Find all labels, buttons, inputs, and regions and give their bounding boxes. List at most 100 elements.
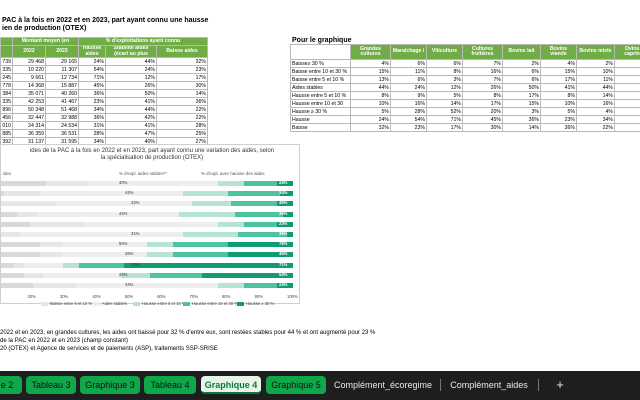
table-cell[interactable]: 8%	[462, 91, 503, 100]
table-cell[interactable]: 35 071	[12, 89, 46, 98]
table-cell[interactable]: 12%	[614, 91, 640, 100]
table-cell[interactable]: 10%	[614, 107, 640, 116]
table-cell[interactable]: 7%	[614, 75, 640, 84]
table-cell[interactable]: 010	[0, 121, 13, 130]
tab-graphique-4[interactable]: Graphique 4	[201, 376, 261, 394]
table-cell[interactable]: 44%	[105, 105, 157, 114]
table-cell[interactable]: 2%	[502, 59, 541, 68]
table-cell[interactable]: 36%	[78, 113, 106, 122]
table-cell[interactable]: 26%	[462, 83, 503, 92]
table-cell[interactable]: 44%	[576, 83, 615, 92]
table-cell[interactable]: 31%	[78, 121, 106, 130]
table-cell[interactable]: 36 531	[45, 129, 79, 138]
table-cell[interactable]: 739	[0, 57, 13, 66]
table-cell[interactable]: 4%	[350, 59, 391, 68]
table-cell[interactable]: 32 988	[45, 113, 79, 122]
table-cell[interactable]: 885	[0, 129, 13, 138]
table-cell[interactable]: 5%	[426, 91, 463, 100]
table-cell[interactable]: 5%	[350, 107, 391, 116]
table-cell[interactable]: 28%	[78, 129, 106, 138]
table-cell[interactable]: 32%	[350, 123, 391, 132]
table-cell[interactable]: 245	[0, 73, 13, 82]
table-cell[interactable]: 28%	[155, 121, 209, 130]
table-cell[interactable]: 30%	[462, 123, 503, 132]
table-cell[interactable]: 10%	[350, 99, 391, 108]
table-cell[interactable]: 11 307	[45, 65, 79, 74]
table-cell[interactable]: 44%	[350, 83, 391, 92]
table-cell[interactable]: 3%	[502, 107, 541, 116]
table-cell[interactable]: 24%	[78, 57, 106, 66]
table-cell[interactable]: 6%	[426, 59, 463, 68]
table-cell[interactable]: 23%	[155, 65, 209, 74]
table-cell[interactable]: 15%	[350, 67, 391, 76]
table-cell[interactable]: 335	[0, 97, 13, 106]
table-cell[interactable]: 36%	[155, 97, 209, 106]
table-cell[interactable]: 36%	[502, 115, 541, 124]
table-cell[interactable]: 12%	[105, 73, 157, 82]
table-cell[interactable]: Hausse entre 10 et 30	[290, 99, 351, 108]
table-cell[interactable]: 41%	[105, 97, 157, 106]
stacked-bar-chart[interactable]: ides de la PAC à la fois en 2022 et en 2…	[0, 144, 300, 306]
table-cell[interactable]: 54%	[78, 65, 106, 74]
table-cell[interactable]: 384	[0, 89, 13, 98]
table-cell[interactable]: 50%	[105, 89, 157, 98]
table-cell[interactable]: Baisse≥ 30 %	[290, 59, 351, 68]
table-cell[interactable]: 22%	[576, 123, 615, 132]
table-cell[interactable]: Aides stables	[290, 83, 351, 92]
table-cell[interactable]: 34%	[78, 105, 106, 114]
table-cell[interactable]: 16%	[462, 67, 503, 76]
table-cell[interactable]: 10%	[540, 99, 577, 108]
table-cell[interactable]: 17%	[540, 75, 577, 84]
tab-tableau-4[interactable]: Tableau 4	[144, 376, 196, 394]
table-cell[interactable]: Baisse	[290, 123, 351, 132]
table-cell[interactable]: 16%	[576, 99, 615, 108]
table-cell[interactable]: 50 348	[12, 105, 46, 114]
table-cell[interactable]: 8%	[540, 91, 577, 100]
table-cell[interactable]: 13%	[350, 75, 391, 84]
table-cell[interactable]: 14%	[426, 99, 463, 108]
table-cell[interactable]: 52%	[426, 107, 463, 116]
table-cell[interactable]: 14%	[614, 99, 640, 108]
table-cell[interactable]: 12 734	[45, 73, 79, 82]
table-cell[interactable]: 34%	[576, 115, 615, 124]
tab-graphique-2[interactable]: e 2	[0, 376, 22, 394]
table-cell[interactable]: 14%	[155, 89, 209, 98]
table-cell[interactable]: 41%	[105, 121, 157, 130]
table-cell[interactable]: 778	[0, 81, 13, 90]
table-cell[interactable]: 10%	[576, 67, 615, 76]
table-cell[interactable]: 24%	[350, 115, 391, 124]
table-cell[interactable]: 32%	[155, 57, 209, 66]
table-cell[interactable]: 6%	[502, 67, 541, 76]
table-cell[interactable]: 7%	[462, 75, 503, 84]
table-cell[interactable]: 14%	[502, 123, 541, 132]
table-cell[interactable]: 26%	[105, 81, 157, 90]
table-cell[interactable]: 23%	[390, 123, 427, 132]
tab-complement-ecoregime[interactable]: Complément_écoregime	[333, 380, 433, 390]
table-cell[interactable]: 15 887	[45, 81, 79, 90]
table-cell[interactable]: 42%	[105, 113, 157, 122]
tab-graphique-5[interactable]: Graphique 5	[266, 376, 326, 394]
table-cell[interactable]: 14%	[576, 91, 615, 100]
table-cell[interactable]: 71%	[78, 73, 106, 82]
table-cell[interactable]: 45%	[462, 115, 503, 124]
table-cell[interactable]: 6%	[390, 59, 427, 68]
table-cell[interactable]: 22%	[155, 105, 209, 114]
table-cell[interactable]: 44%	[105, 57, 157, 66]
table-cell[interactable]: Baisse entre 5 et 10 %	[290, 75, 351, 84]
table-cell[interactable]: 24 534	[45, 121, 79, 130]
table-cell[interactable]: 5%	[614, 59, 640, 68]
table-cell[interactable]: 50%	[502, 83, 541, 92]
table-cell[interactable]: 11%	[576, 75, 615, 84]
table-cell[interactable]: 20%	[462, 107, 503, 116]
table-cell[interactable]: 11%	[390, 67, 427, 76]
table-cell[interactable]: 12%	[426, 83, 463, 92]
table-cell[interactable]: 30%	[155, 81, 209, 90]
table-cell[interactable]: 45%	[78, 81, 106, 90]
table-cell[interactable]: 24 314	[12, 121, 46, 130]
table-cell[interactable]: 23%	[78, 97, 106, 106]
tab-graphique-3[interactable]: Graphique 3	[80, 376, 140, 394]
table-cell[interactable]: 41 467	[45, 97, 79, 106]
table-cell[interactable]: 4%	[576, 107, 615, 116]
table-cell[interactable]: 41%	[540, 83, 577, 92]
table-cell[interactable]: 17%	[462, 99, 503, 108]
